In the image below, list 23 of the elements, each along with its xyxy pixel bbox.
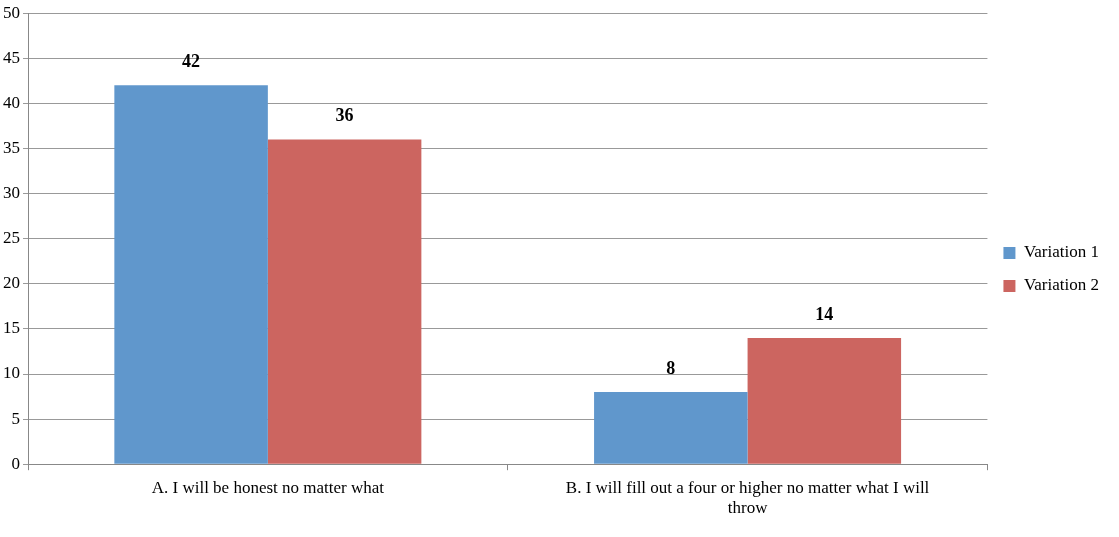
y-tick-label: 0 — [11, 453, 20, 473]
bar — [267, 139, 422, 464]
legend-label: Variation 2 — [1023, 275, 1100, 295]
data-label: 8 — [666, 357, 676, 378]
data-label: 42 — [182, 51, 201, 72]
y-tick-label: 35 — [3, 137, 20, 157]
y-tick-label: 40 — [3, 92, 20, 112]
y-tick-label: 30 — [3, 183, 20, 203]
x-tick-label: A. I will be honest no matter what — [151, 477, 385, 497]
data-label: 14 — [815, 303, 834, 324]
data-label: 36 — [335, 105, 354, 126]
bar — [594, 392, 748, 464]
y-tick-label: 20 — [3, 273, 20, 293]
y-tick-label: 25 — [3, 228, 20, 248]
y-tick-label: 10 — [3, 363, 20, 383]
bar — [747, 337, 902, 464]
y-tick-label: 50 — [3, 2, 20, 22]
legend-label: Variation 1 — [1023, 242, 1100, 262]
y-tick-label: 5 — [11, 408, 20, 428]
bar — [114, 85, 268, 464]
x-tick-label: B. I will fill out a four or higher no matter what I will throw — [565, 477, 930, 518]
y-tick-label: 45 — [3, 47, 20, 67]
y-tick-label: 15 — [3, 318, 20, 338]
